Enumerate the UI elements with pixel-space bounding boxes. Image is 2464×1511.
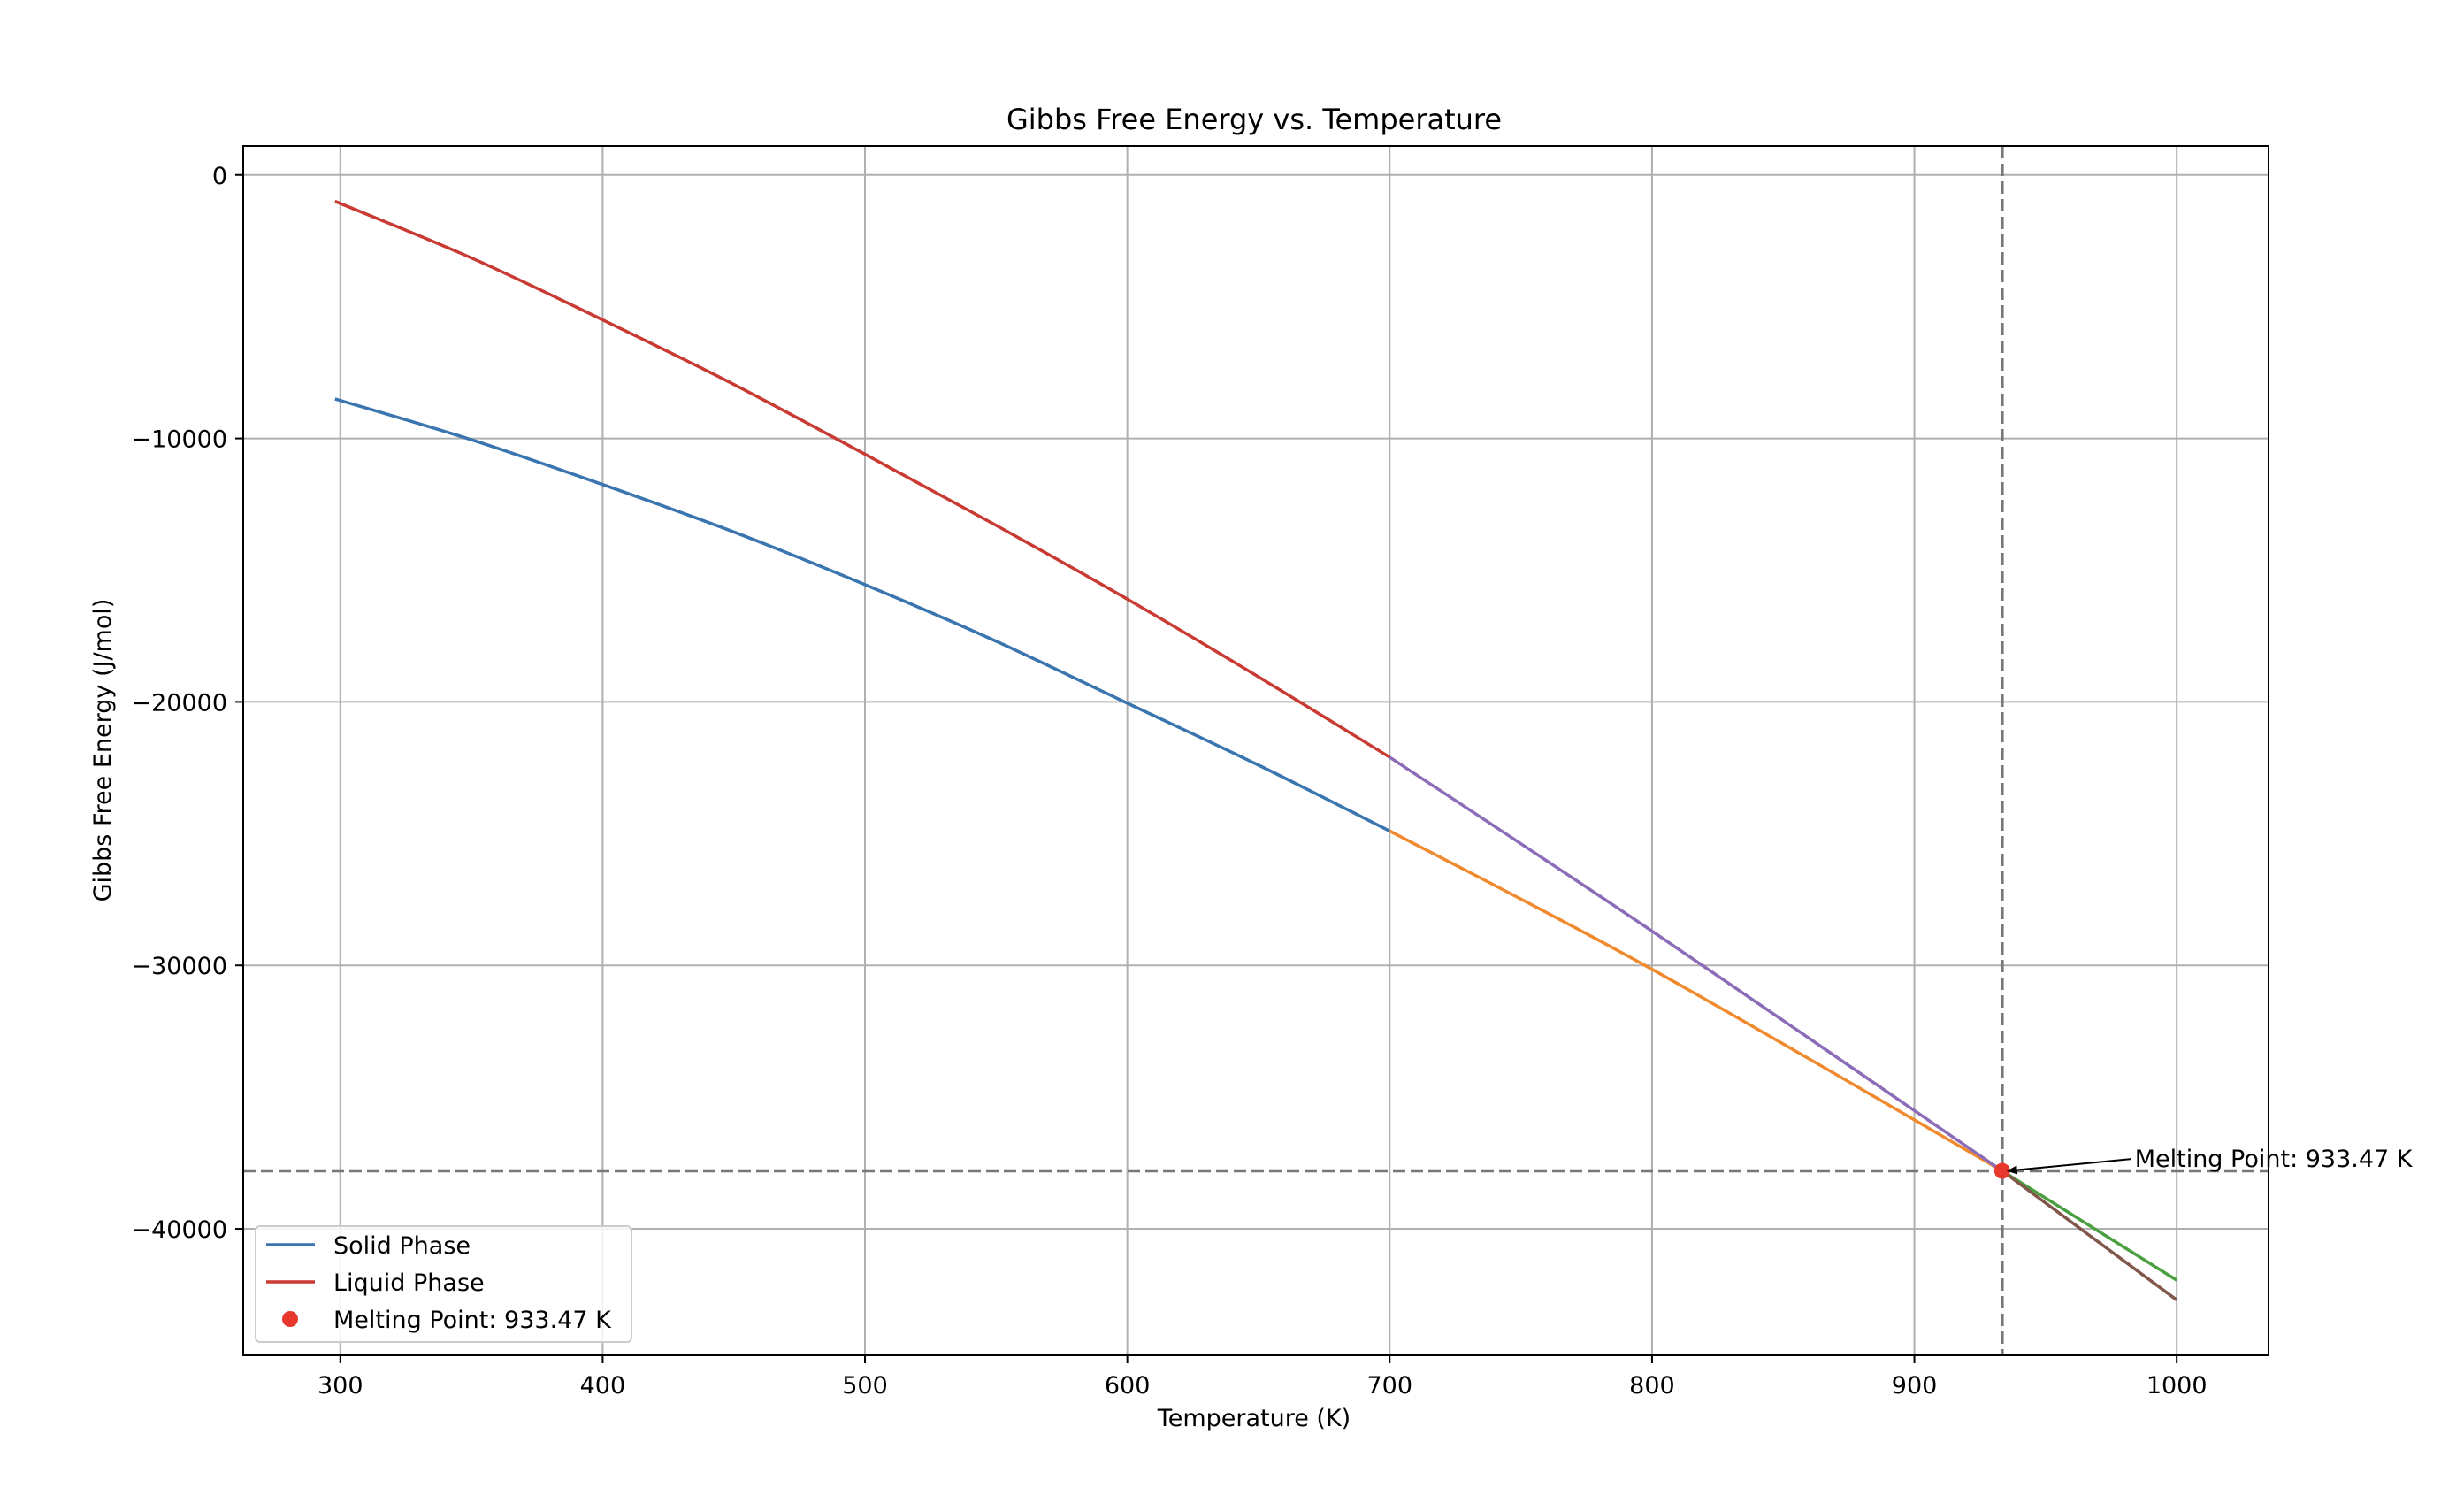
y-tick-label: −10000 bbox=[131, 426, 227, 454]
markers bbox=[1993, 1162, 2010, 1179]
legend-solid-phase-label: Solid Phase bbox=[333, 1232, 471, 1260]
x-tick-label: 400 bbox=[580, 1372, 626, 1400]
x-tick-label: 600 bbox=[1105, 1372, 1151, 1400]
melting-point-annotation: Melting Point: 933.47 K bbox=[2006, 1146, 2414, 1175]
grid bbox=[243, 146, 2269, 1355]
series-lines bbox=[334, 199, 2178, 1301]
x-tick-label: 900 bbox=[1892, 1372, 1938, 1400]
series-line-liquid-phase-above-tm bbox=[2001, 1170, 2178, 1301]
y-tick-label: 0 bbox=[212, 163, 227, 190]
y-tick-label: −30000 bbox=[131, 953, 227, 980]
series-line-solid-phase-extended bbox=[1389, 829, 2003, 1173]
annotation-arrow bbox=[2006, 1158, 2131, 1175]
x-axis-ticks: 300 400 500 600 700 800 900 1000 bbox=[318, 1355, 2208, 1400]
y-axis-ticks: 0 −10000 −20000 −30000 −40000 bbox=[131, 163, 243, 1244]
x-tick-label: 500 bbox=[842, 1372, 888, 1400]
series-line-solid-phase-above-tm bbox=[2001, 1170, 2178, 1282]
x-tick-label: 700 bbox=[1367, 1372, 1413, 1400]
legend-box bbox=[255, 1225, 632, 1343]
legend-liquid-phase-label: Liquid Phase bbox=[333, 1269, 485, 1297]
reference-lines bbox=[243, 146, 2269, 1355]
legend-melting-point-label: Melting Point: 933.47 K bbox=[333, 1307, 612, 1334]
legend-melting-point-marker bbox=[282, 1311, 298, 1327]
y-axis-label: Gibbs Free Energy (J/mol) bbox=[89, 599, 117, 902]
chart-title: Gibbs Free Energy vs. Temperature bbox=[1006, 103, 1502, 136]
series-line-liquid-phase-extended bbox=[1389, 756, 2003, 1172]
x-tick-label: 800 bbox=[1629, 1372, 1675, 1400]
y-tick-label: −20000 bbox=[131, 689, 227, 717]
legend: Solid Phase Liquid Phase Melting Point: … bbox=[255, 1225, 632, 1343]
x-tick-label: 300 bbox=[318, 1372, 363, 1400]
annotation-text: Melting Point: 933.47 K bbox=[2135, 1146, 2414, 1173]
series-line-solid-phase bbox=[334, 397, 1391, 832]
series-line-liquid-phase bbox=[334, 199, 1391, 759]
plot-frame bbox=[242, 145, 2269, 1356]
x-tick-label: 1000 bbox=[2146, 1372, 2208, 1400]
melting-point-marker bbox=[1993, 1162, 2010, 1179]
y-tick-label: −40000 bbox=[131, 1216, 227, 1244]
x-axis-label: Temperature (K) bbox=[1157, 1405, 1351, 1432]
